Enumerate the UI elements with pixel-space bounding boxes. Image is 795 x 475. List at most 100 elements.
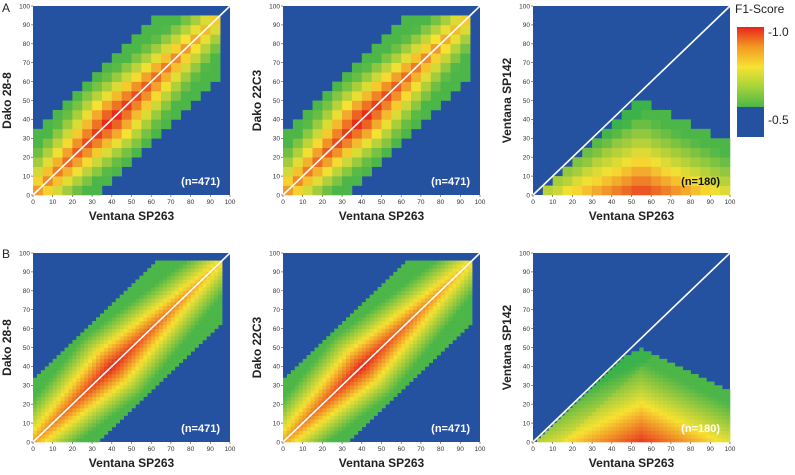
heatmap-cell (643, 377, 648, 382)
heatmap-cell (428, 358, 434, 363)
heatmap-cell (166, 362, 172, 367)
heatmap-cell (107, 381, 113, 386)
heatmap-cell (143, 271, 148, 276)
heatmap-cell (294, 430, 300, 435)
heatmap-cell (353, 389, 359, 394)
heatmap-cell (218, 290, 223, 295)
heatmap-cell (318, 358, 323, 363)
heatmap-cell (655, 415, 660, 420)
legend-background-swatch (737, 107, 764, 137)
heatmap-cell (56, 430, 61, 435)
heatmap-cell (599, 392, 605, 397)
heatmap-cell (601, 176, 613, 186)
heatmap-cell (416, 358, 422, 363)
heatmap-cell (64, 430, 69, 435)
heatmap-cell (357, 317, 363, 322)
heatmap-cell (588, 438, 593, 443)
heatmap-cell (349, 419, 355, 424)
heatmap-cell (123, 294, 128, 299)
y-tick-label: 10 (273, 420, 281, 427)
heatmap-cell (163, 279, 168, 284)
heatmap-cell (62, 128, 73, 139)
heatmap-cell (346, 339, 351, 345)
heatmap-cell (178, 347, 184, 352)
heatmap-cell (409, 275, 414, 280)
heatmap-cell (302, 373, 307, 379)
heatmap-cell (92, 185, 103, 196)
heatmap-cell (36, 400, 42, 405)
heatmap-cell (686, 381, 691, 386)
heatmap-cell (706, 385, 711, 390)
heatmap-cell (64, 355, 69, 360)
heatmap-cell (460, 275, 465, 280)
heatmap-cell (416, 305, 422, 310)
heatmap-cell (206, 313, 211, 318)
heatmap-cell (720, 166, 731, 177)
heatmap-cell (182, 287, 187, 292)
heatmap-cell (178, 287, 184, 292)
heatmap-cell (206, 275, 211, 280)
heatmap-cell (655, 377, 660, 382)
heatmap-cell (655, 423, 660, 428)
heatmap-cell (416, 287, 422, 292)
heatmap-cell (411, 72, 422, 82)
heatmap-cell (603, 423, 609, 428)
heatmap-cell (670, 138, 682, 149)
heatmap-cell (428, 313, 434, 318)
heatmap-cell (206, 290, 211, 295)
heatmap-cell (424, 264, 430, 269)
heatmap-cell (194, 275, 199, 280)
heatmap-cell (314, 426, 319, 431)
heatmap-cell (369, 381, 374, 386)
heatmap-cell (332, 166, 343, 177)
heatmap-cell (353, 396, 359, 401)
heatmap-cell (381, 53, 392, 63)
heatmap-cell (603, 373, 609, 379)
heatmap-cell (365, 317, 370, 322)
heatmap-cell (166, 305, 172, 310)
heatmap-cell (621, 147, 632, 158)
heatmap-cell (389, 362, 394, 367)
heatmap-cell (615, 400, 620, 405)
heatmap-cell (568, 430, 573, 435)
heatmap-cell (342, 407, 347, 413)
heatmap-cell (409, 321, 414, 326)
heatmap-cell (96, 339, 101, 345)
heatmap-cell (159, 351, 164, 356)
heatmap-cell (166, 294, 172, 299)
heatmap-cell (111, 313, 117, 318)
heatmap-cell (198, 317, 203, 322)
heatmap-cell (369, 415, 374, 420)
heatmap-cell (298, 411, 303, 416)
heatmap-cell (143, 385, 148, 390)
heatmap-cell (115, 328, 120, 333)
heatmap-cell (468, 298, 473, 303)
heatmap-cell (131, 355, 136, 360)
heatmap-cell (670, 434, 676, 439)
heatmap-cell (306, 381, 311, 386)
heatmap-cell (107, 324, 113, 329)
heatmap-cell (611, 166, 622, 177)
heatmap-cell (218, 313, 223, 318)
heatmap-cell (726, 426, 731, 431)
heatmap-cell (393, 385, 398, 390)
heatmap-cell (190, 53, 201, 63)
heatmap-cell (452, 283, 457, 288)
heatmap-cell (190, 62, 201, 73)
heatmap-cell (349, 377, 355, 382)
heatmap-cell (290, 411, 296, 416)
heatmap-cell (141, 34, 152, 45)
heatmap-cell (659, 392, 664, 397)
y-tick-label: 10 (23, 173, 31, 180)
heatmap-cell (373, 317, 378, 322)
heatmap-cell (448, 264, 453, 269)
heatmap-cell (84, 392, 89, 397)
heatmap-cell (218, 294, 223, 299)
heatmap-cell (330, 343, 335, 348)
heatmap-cell (194, 287, 199, 292)
heatmap-cell (127, 400, 132, 405)
heatmap-cell (194, 260, 199, 265)
heatmap-cell (397, 347, 402, 352)
heatmap-cell (424, 287, 430, 292)
heatmap-cell (143, 362, 148, 367)
